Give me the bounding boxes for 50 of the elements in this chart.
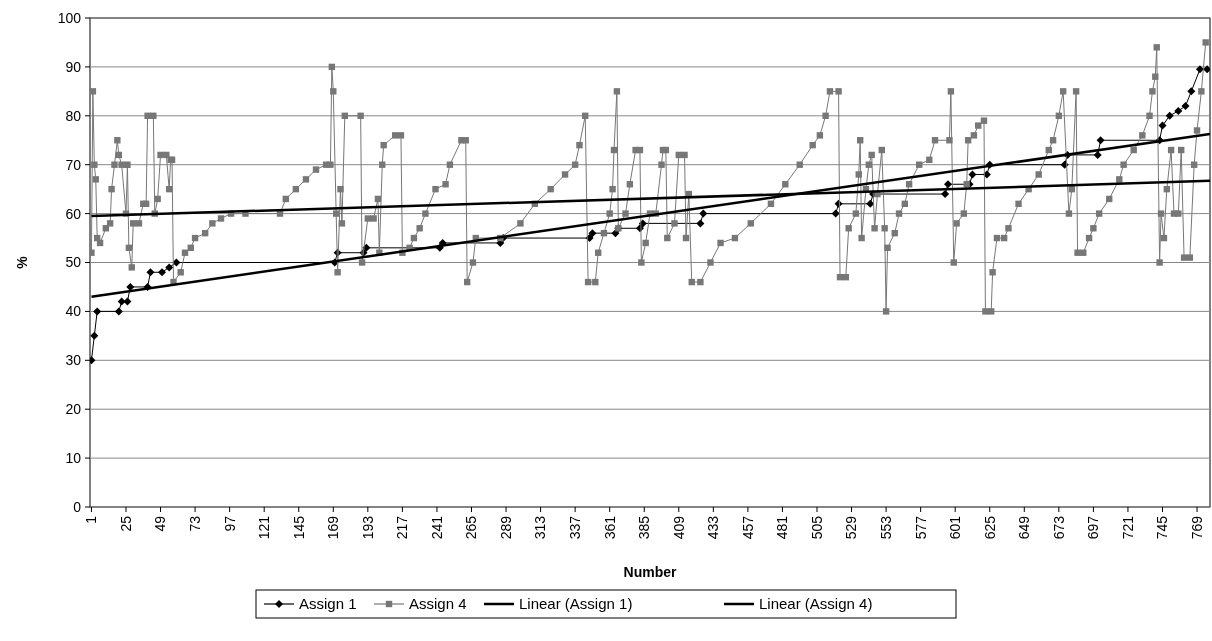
y-tick-label: 10 (65, 450, 82, 466)
x-tick-label: 73 (186, 515, 203, 532)
legend-label: Linear (Assign 4) (759, 595, 873, 613)
x-tick-label: 121 (256, 515, 273, 540)
x-tick-label: 97 (221, 515, 238, 532)
y-tick-label: 0 (73, 498, 82, 515)
x-tick-label: 169 (325, 515, 342, 540)
x-tick-label: 217 (394, 515, 411, 540)
y-tick-label: 60 (65, 205, 82, 222)
x-tick-label: 361 (601, 515, 618, 540)
x-tick-label: 481 (774, 515, 791, 540)
x-tick-label: 721 (1119, 515, 1136, 540)
x-tick-label: 145 (290, 515, 307, 540)
y-tick-label: 70 (65, 156, 82, 173)
x-tick-label: 769 (1188, 515, 1205, 540)
y-tick-label: 30 (65, 352, 82, 369)
y-tick-label: 100 (57, 9, 82, 26)
x-tick-label: 241 (428, 515, 445, 540)
x-tick-label: 409 (670, 515, 687, 540)
x-tick-label: 697 (1085, 515, 1102, 540)
x-tick-label: 337 (567, 515, 584, 540)
x-tick-label: 25 (117, 515, 134, 532)
x-tick-label: 313 (532, 515, 549, 540)
x-tick-label: 625 (981, 515, 998, 540)
x-tick-label: 745 (1154, 515, 1171, 540)
x-axis-title: Number (623, 564, 677, 580)
y-tick-label: 90 (65, 58, 82, 75)
legend-label: Assign 4 (409, 595, 467, 613)
x-tick-label: 289 (497, 515, 514, 540)
x-tick-label: 49 (152, 515, 169, 532)
x-tick-label: 649 (1016, 515, 1033, 540)
y-tick-label: 20 (65, 401, 82, 418)
legend-label: Linear (Assign 1) (519, 595, 633, 613)
x-tick-label: 433 (705, 515, 722, 540)
x-tick-label: 673 (1050, 515, 1067, 540)
x-tick-label: 529 (843, 515, 860, 540)
y-axis-title: % (13, 255, 30, 269)
x-tick-label: 553 (877, 515, 894, 540)
x-tick-label: 1 (83, 515, 100, 524)
x-tick-label: 457 (739, 515, 756, 540)
x-tick-label: 193 (359, 515, 376, 540)
legend-label: Assign 1 (299, 595, 357, 613)
x-tick-label: 265 (463, 515, 480, 540)
y-tick-label: 80 (65, 107, 82, 124)
y-tick-label: 40 (65, 303, 82, 320)
x-tick-label: 385 (636, 515, 653, 540)
x-tick-label: 505 (808, 515, 825, 540)
x-tick-label: 577 (912, 515, 929, 540)
y-tick-label: 50 (65, 254, 82, 271)
x-tick-label: 601 (947, 515, 964, 540)
